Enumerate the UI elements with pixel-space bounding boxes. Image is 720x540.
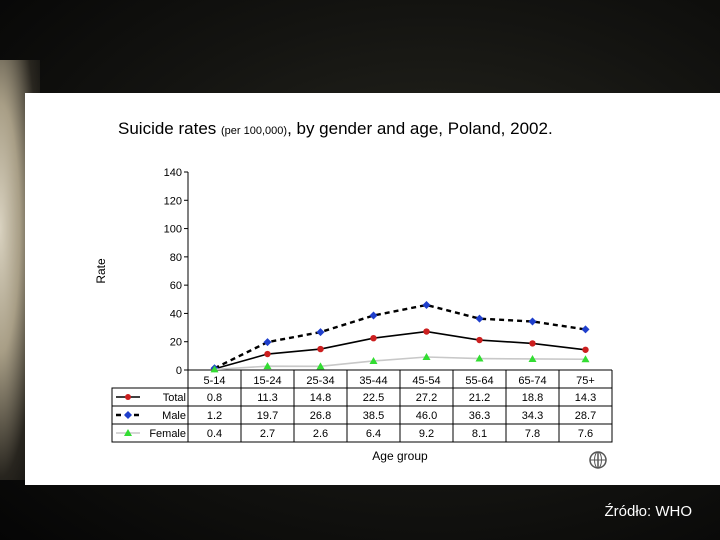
x-tick-label: 15-24 (253, 375, 281, 387)
legend-label: Total (163, 392, 186, 404)
marker-female (210, 365, 219, 373)
data-label: 2.6 (313, 428, 328, 440)
y-tick-label: 140 (164, 167, 182, 179)
marker-total (582, 346, 589, 353)
data-label: 1.2 (207, 410, 222, 422)
data-label: 19.7 (257, 410, 278, 422)
x-tick-label: 55-64 (465, 375, 493, 387)
data-label: 46.0 (416, 410, 437, 422)
marker-female (369, 356, 378, 364)
data-label: 6.4 (366, 428, 381, 440)
marker-female (475, 354, 484, 362)
data-label: 22.5 (363, 392, 384, 404)
chart-svg: 0 20 40 60 80 100 120 140 Rate 5-14 15-24 25-34 35-4… (94, 167, 613, 463)
who-logo-icon (589, 451, 607, 469)
marker-total (317, 345, 324, 353)
x-tick-label: 25-34 (306, 375, 334, 387)
legend-marker (124, 411, 132, 419)
x-axis-title: Age group (372, 449, 428, 463)
data-label: 2.7 (260, 428, 275, 440)
series-line-female (214, 356, 586, 371)
legend-label: Female (149, 428, 186, 440)
data-label: 21.2 (469, 392, 490, 404)
data-label: 0.8 (207, 392, 222, 404)
marker-total (529, 340, 536, 347)
data-label: 0.4 (207, 428, 222, 440)
y-axis-title: Rate (94, 258, 108, 284)
marker-female (422, 352, 431, 360)
data-label: 11.3 (257, 392, 278, 404)
data-label: 7.6 (578, 428, 593, 440)
x-tick-label: 65-74 (518, 375, 546, 387)
y-tick-label: 40 (170, 308, 182, 320)
y-tick-label: 0 (176, 365, 182, 377)
data-label: 27.2 (416, 392, 437, 404)
y-tick-label: 100 (164, 224, 182, 236)
marker-male (528, 317, 537, 326)
x-tick-label: 35-44 (359, 375, 387, 387)
marker-male (369, 311, 378, 320)
marker-female (263, 362, 272, 370)
marker-male (581, 325, 590, 334)
data-label: 26.8 (310, 410, 331, 422)
marker-female (581, 355, 590, 363)
data-label: 7.8 (525, 428, 540, 440)
chart-panel: Suicide rates (per 100,000), by gender a… (25, 93, 720, 485)
y-tick-label: 20 (170, 337, 182, 349)
marker-male (475, 314, 484, 323)
legend-label: Male (162, 410, 186, 422)
chart-title: Suicide rates (per 100,000), by gender a… (118, 119, 553, 139)
y-tick-label: 60 (170, 280, 182, 292)
data-label: 9.2 (419, 428, 434, 440)
marker-male (316, 328, 325, 337)
marker-male (263, 338, 272, 347)
source-credit: Źródło: WHO (604, 503, 692, 520)
data-label: 18.8 (522, 392, 543, 404)
marker-total (264, 350, 271, 358)
legend-marker (125, 394, 131, 400)
marker-total (476, 336, 483, 344)
legend-marker (124, 429, 132, 436)
chart-title-main: Suicide rates (118, 119, 217, 138)
x-tick-label: 45-54 (412, 375, 440, 387)
marker-female (316, 362, 325, 370)
data-label: 38.5 (363, 410, 384, 422)
chart-title-unit: (per 100,000) (221, 125, 288, 137)
data-label: 34.3 (522, 410, 543, 422)
marker-female (528, 354, 537, 362)
y-tick-label: 120 (164, 195, 182, 207)
data-label: 8.1 (472, 428, 487, 440)
marker-total (370, 334, 377, 342)
x-tick-label: 75+ (576, 375, 595, 387)
data-label: 28.7 (575, 410, 596, 422)
series-line-total (214, 330, 586, 370)
data-label: 36.3 (469, 410, 490, 422)
data-label: 14.3 (575, 392, 596, 404)
x-tick-label: 5-14 (203, 375, 225, 387)
chart-title-rest: , by gender and age, Poland, 2002. (287, 119, 553, 138)
marker-male (422, 300, 431, 309)
data-label: 14.8 (310, 392, 331, 404)
y-tick-label: 80 (170, 252, 182, 264)
marker-total (423, 328, 430, 335)
